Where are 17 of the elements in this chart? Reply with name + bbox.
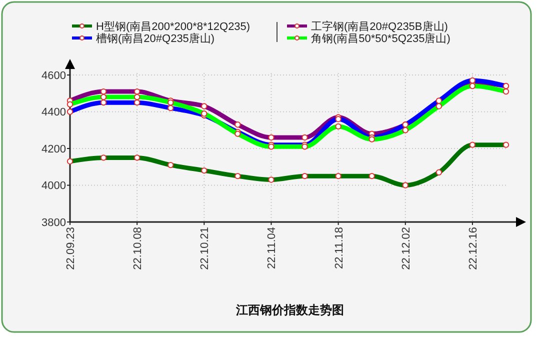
legend-label: 工字钢(南昌20#Q235B唐山): [311, 20, 448, 33]
legend-label: H型钢(南昌200*200*8*12Q235): [96, 20, 250, 33]
y-tick-label: 3800: [42, 216, 66, 229]
x-tick-label: 22.12.16: [467, 227, 480, 270]
x-tick-label: 22.12.02: [400, 227, 412, 270]
x-tick-label: 22.11.04: [266, 227, 278, 270]
x-tick-label: 22.09.23: [65, 227, 77, 270]
x-tick-label: 22.10.21: [199, 227, 212, 270]
text: 江西钢价指数走势图: [235, 303, 344, 317]
y-tick-label: 4000: [42, 180, 66, 192]
legend-label: 角钢(南昌50*50*5Q235唐山): [311, 32, 450, 45]
y-tick-label: 4600: [42, 70, 66, 82]
y-tick-label: 4400: [42, 106, 66, 119]
x-tick-label: 22.10.08: [132, 227, 144, 270]
legend-label: 槽钢(南昌20#Q235唐山): [96, 32, 215, 45]
y-tick-label: 4200: [42, 143, 66, 156]
x-tick-label: 22.11.18: [333, 227, 346, 270]
